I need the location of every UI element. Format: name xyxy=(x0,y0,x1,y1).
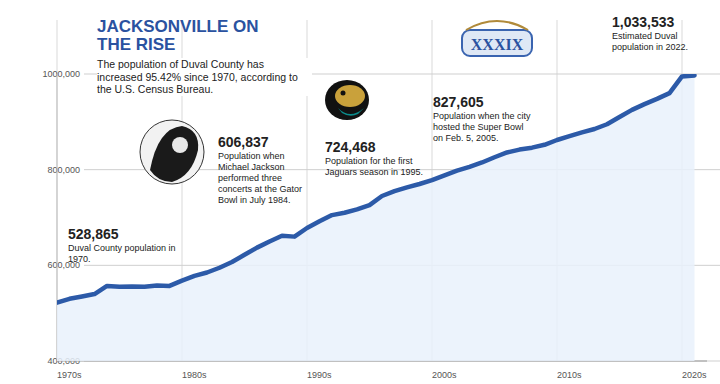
page: 1970s1980s1990s2000s2010s2020s400,000600… xyxy=(0,0,720,384)
population-line xyxy=(57,75,695,302)
x-tick-label: 1980s xyxy=(182,370,207,380)
y-tick-label: 800,000 xyxy=(47,165,80,175)
subtitle: The population of Duval County has incre… xyxy=(97,58,312,96)
x-tick-label: 1970s xyxy=(57,370,82,380)
annotation-text: Population for the first Jaguars season … xyxy=(325,156,425,178)
grid xyxy=(57,20,720,361)
annotation-number: 724,468 xyxy=(325,139,376,155)
annotation-number: 528,865 xyxy=(68,226,119,242)
sb-logo xyxy=(462,30,532,56)
y-tick-label: 1000,000 xyxy=(42,69,80,79)
annotation-number: 1,033,533 xyxy=(612,14,674,30)
plot-area xyxy=(57,75,695,361)
title: JACKSONVILLE ON THE RISE xyxy=(97,18,297,54)
annotation-number: 827,605 xyxy=(433,94,484,110)
mj-face xyxy=(172,137,188,153)
annotation-text: Estimated Duval population in 2022. xyxy=(612,31,712,53)
annotation-text: Duval County population in 1970. xyxy=(68,243,178,265)
sb-logo-text: XXXIX xyxy=(471,36,524,53)
mj-figure xyxy=(150,126,198,182)
area-fill xyxy=(57,75,695,361)
jaguar-eye xyxy=(341,91,346,96)
icons: XXXIX xyxy=(140,21,532,184)
annotation-text: Population when Michael Jackson performe… xyxy=(218,151,318,206)
jaguar-tongue xyxy=(338,108,364,116)
jaguar-head xyxy=(325,80,369,120)
sb-logo-arc xyxy=(466,21,528,30)
x-tick-label: 2010s xyxy=(557,370,582,380)
annotation-number: 606,837 xyxy=(218,134,269,150)
annotation-text: Population when the city hosted the Supe… xyxy=(433,111,533,144)
x-tick-label: 2000s xyxy=(432,370,457,380)
mj-photo xyxy=(140,120,204,184)
jaguar-fur xyxy=(335,85,365,107)
x-tick-label: 1990s xyxy=(307,370,332,380)
x-tick-label: 2020s xyxy=(682,370,707,380)
